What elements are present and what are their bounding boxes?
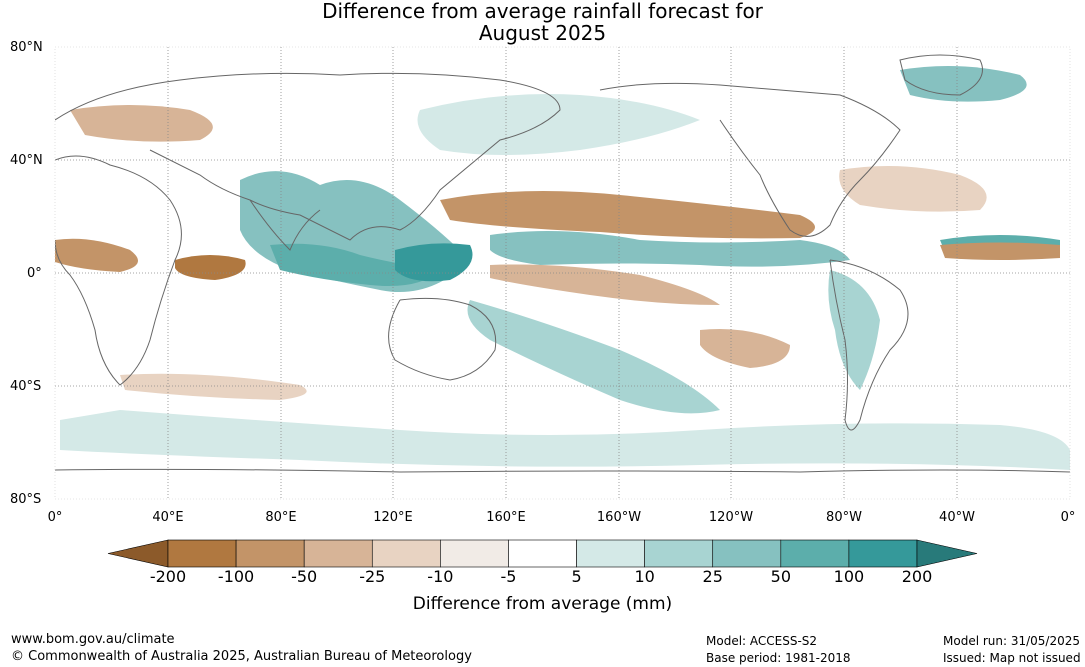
colorbar-tick-label: -10 — [427, 567, 454, 586]
lon-label-40e: 40°E — [152, 510, 184, 525]
footer-model-info: Model: ACCESS-S2 Base period: 1981-2018 — [706, 633, 851, 667]
lon-label-40w: 40°W — [939, 510, 975, 525]
dry-patch-equatorial-africa — [940, 242, 1060, 260]
lat-label-80n: 80°N — [10, 40, 43, 55]
wet-patch-indian-core — [270, 243, 440, 286]
coastline-eurasia — [55, 72, 561, 241]
colorbar-tick-label: -200 — [149, 567, 187, 586]
colorbar-tick-label: 50 — [770, 567, 791, 586]
lon-label-80e: 80°E — [265, 510, 297, 525]
footer-model: Model: ACCESS-S2 — [706, 634, 818, 648]
coastline-antarctica — [55, 468, 1070, 473]
lat-label-40s: 40°S — [10, 379, 42, 394]
lon-label-0e: 0° — [1060, 510, 1076, 525]
dry-patch-indian — [175, 255, 246, 280]
footer-model-run: Model run: 31/05/2025 — [943, 634, 1081, 648]
colorbar-tick-label: 200 — [901, 567, 933, 586]
wet-patch-southern-ocean — [60, 410, 1070, 470]
footer-left: www.bom.gov.au/climate © Commonwealth of… — [11, 631, 472, 665]
colorbar-tick-label: -25 — [359, 567, 386, 586]
coastline-india — [249, 199, 321, 251]
lat-label-40n: 40°N — [10, 153, 43, 168]
coastline-north-america — [599, 82, 901, 237]
wet-patch-north-pacific — [417, 94, 700, 155]
dry-patch-west-africa — [55, 238, 138, 272]
colorbar-tick-label: 25 — [702, 567, 723, 586]
coastline-south-america — [829, 259, 909, 431]
colorbar-tick-label: 10 — [634, 567, 655, 586]
footer-base-period: Base period: 1981-2018 — [706, 651, 851, 665]
colorbar-label: Difference from average (mm) — [412, 594, 673, 614]
map-title-line1: Difference from average rainfall forecas… — [322, 0, 763, 23]
dry-patch-eurasia — [70, 105, 213, 142]
coastline-australia — [388, 297, 497, 381]
dry-patch-atlantic — [839, 166, 987, 212]
colorbar-tick-label: -50 — [291, 567, 318, 586]
graticule — [55, 47, 1070, 499]
wet-patch-spcz — [467, 300, 720, 414]
lon-label-120w: 120°W — [708, 510, 754, 525]
lon-label-120e: 120°E — [373, 510, 413, 525]
footer-issued: Issued: Map not issued — [943, 651, 1081, 665]
dry-patch-south-indian — [120, 373, 307, 400]
dry-patch-eq-pacific — [490, 264, 720, 305]
wet-patch-maritime — [395, 243, 473, 282]
colorbar-tick-label: -5 — [500, 567, 517, 586]
coastline-greenland — [899, 54, 983, 96]
coastline-africa — [55, 155, 182, 386]
colorbar-tick-label: 100 — [833, 567, 865, 586]
lon-label-0w: 0° — [47, 510, 63, 525]
colorbar-tick-label: 5 — [571, 567, 582, 586]
wet-patch-itcz-pacific — [490, 231, 850, 267]
footer-url[interactable]: www.bom.gov.au/climate — [11, 632, 175, 647]
footer-run-info: Model run: 31/05/2025 Issued: Map not is… — [943, 633, 1081, 667]
lon-label-160e: 160°E — [486, 510, 526, 525]
dry-patch-north-pacific — [440, 191, 815, 239]
coastlines — [55, 54, 1070, 473]
lat-label-80s: 80°S — [10, 492, 42, 507]
colorbar-tick-label: -100 — [217, 567, 255, 586]
footer-copyright: © Commonwealth of Australia 2025, Austra… — [11, 649, 472, 664]
dry-patch-south-pacific — [700, 329, 790, 368]
wet-patch-north-atlantic — [900, 66, 1027, 102]
lon-label-160w: 160°W — [596, 510, 642, 525]
lon-label-80w: 80°W — [826, 510, 862, 525]
wet-patch-south-america — [828, 270, 880, 390]
lat-label-0: 0° — [27, 266, 42, 281]
anomaly-patches — [55, 66, 1070, 470]
map-title-line2: August 2025 — [478, 21, 607, 45]
